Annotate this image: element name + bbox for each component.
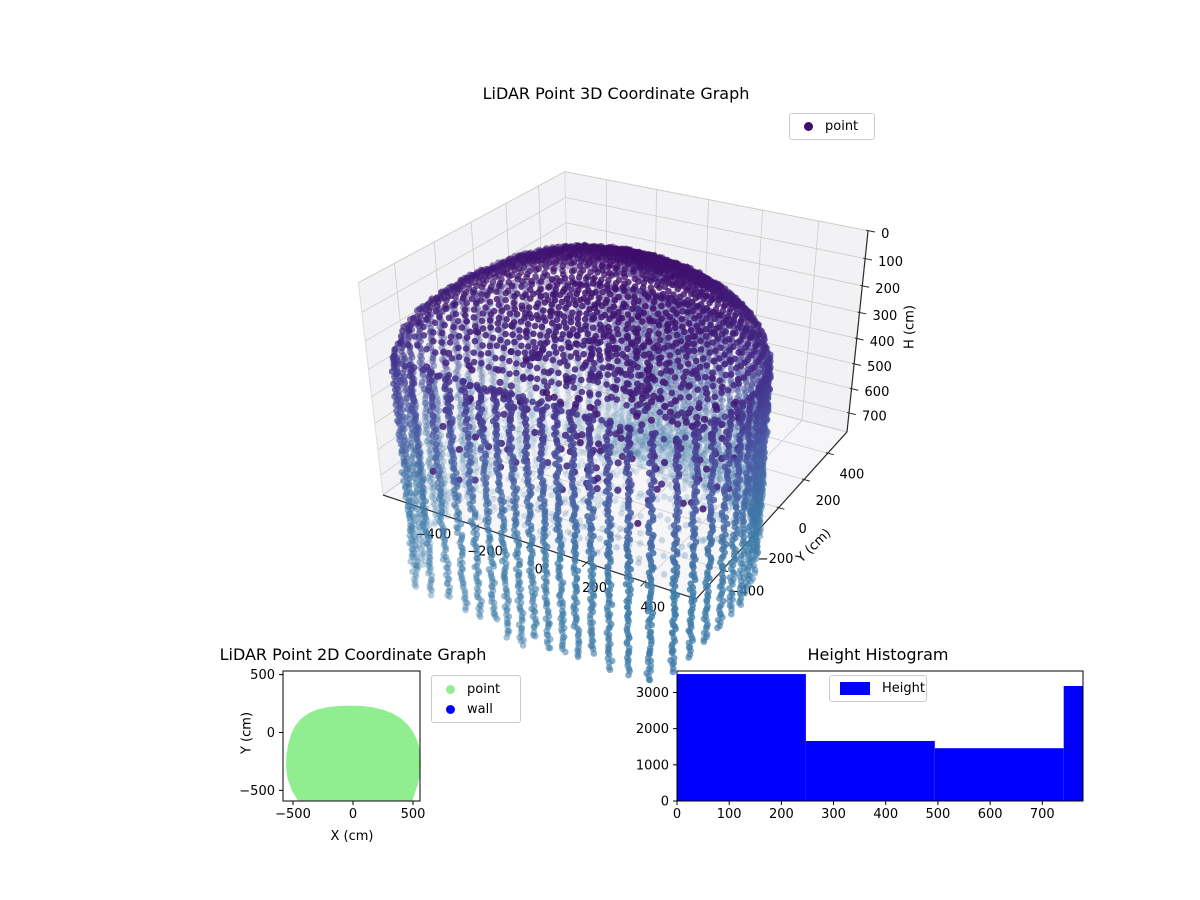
svg-text:0: 0 bbox=[349, 807, 357, 822]
svg-text:400: 400 bbox=[873, 807, 898, 822]
point-region bbox=[286, 705, 421, 801]
svg-text:−500: −500 bbox=[275, 807, 311, 822]
axis-label-2d-y: Y (cm) bbox=[239, 711, 255, 755]
legend-item-wall-2d: wall bbox=[442, 701, 510, 718]
legend-label: point bbox=[825, 119, 859, 134]
title-2d: LiDAR Point 2D Coordinate Graph bbox=[219, 645, 487, 664]
svg-text:700: 700 bbox=[1030, 807, 1055, 822]
svg-text:0: 0 bbox=[661, 795, 669, 810]
legend-item-point-2d: point bbox=[442, 681, 510, 698]
histogram-bar bbox=[934, 748, 1064, 801]
svg-text:0: 0 bbox=[267, 726, 275, 741]
legend-2d: point wall bbox=[431, 675, 521, 723]
legend-item-height: Height bbox=[840, 680, 925, 697]
legend-label: Height bbox=[882, 681, 925, 696]
svg-text:500: 500 bbox=[250, 668, 275, 683]
axis-label-2d-x: X (cm) bbox=[330, 829, 374, 844]
histogram-bar bbox=[805, 740, 935, 801]
legend-histogram: Height bbox=[829, 675, 927, 702]
svg-text:3000: 3000 bbox=[636, 686, 669, 701]
svg-text:−500: −500 bbox=[239, 784, 275, 799]
title-3d: LiDAR Point 3D Coordinate Graph bbox=[482, 84, 750, 103]
svg-text:100: 100 bbox=[717, 807, 742, 822]
axis-label-3d-h: H (cm) bbox=[902, 305, 918, 349]
svg-text:200: 200 bbox=[769, 807, 794, 822]
wall-marker-icon bbox=[446, 704, 455, 714]
legend-label: point bbox=[467, 681, 501, 697]
legend-3d: point bbox=[789, 113, 875, 140]
point-marker-icon bbox=[804, 122, 813, 131]
histogram-bar bbox=[1063, 685, 1083, 801]
point-marker-icon bbox=[446, 684, 455, 694]
legend-label: wall bbox=[467, 701, 493, 717]
legend-item-point-3d: point bbox=[800, 118, 864, 135]
title-histogram: Height Histogram bbox=[807, 645, 949, 664]
svg-text:500: 500 bbox=[926, 807, 951, 822]
height-swatch-icon bbox=[840, 682, 870, 695]
svg-text:600: 600 bbox=[978, 807, 1003, 822]
svg-text:500: 500 bbox=[401, 807, 426, 822]
histogram-bar bbox=[677, 674, 806, 801]
svg-text:1000: 1000 bbox=[636, 758, 669, 773]
svg-text:0: 0 bbox=[673, 807, 681, 822]
svg-text:2000: 2000 bbox=[636, 722, 669, 737]
svg-text:300: 300 bbox=[821, 807, 846, 822]
